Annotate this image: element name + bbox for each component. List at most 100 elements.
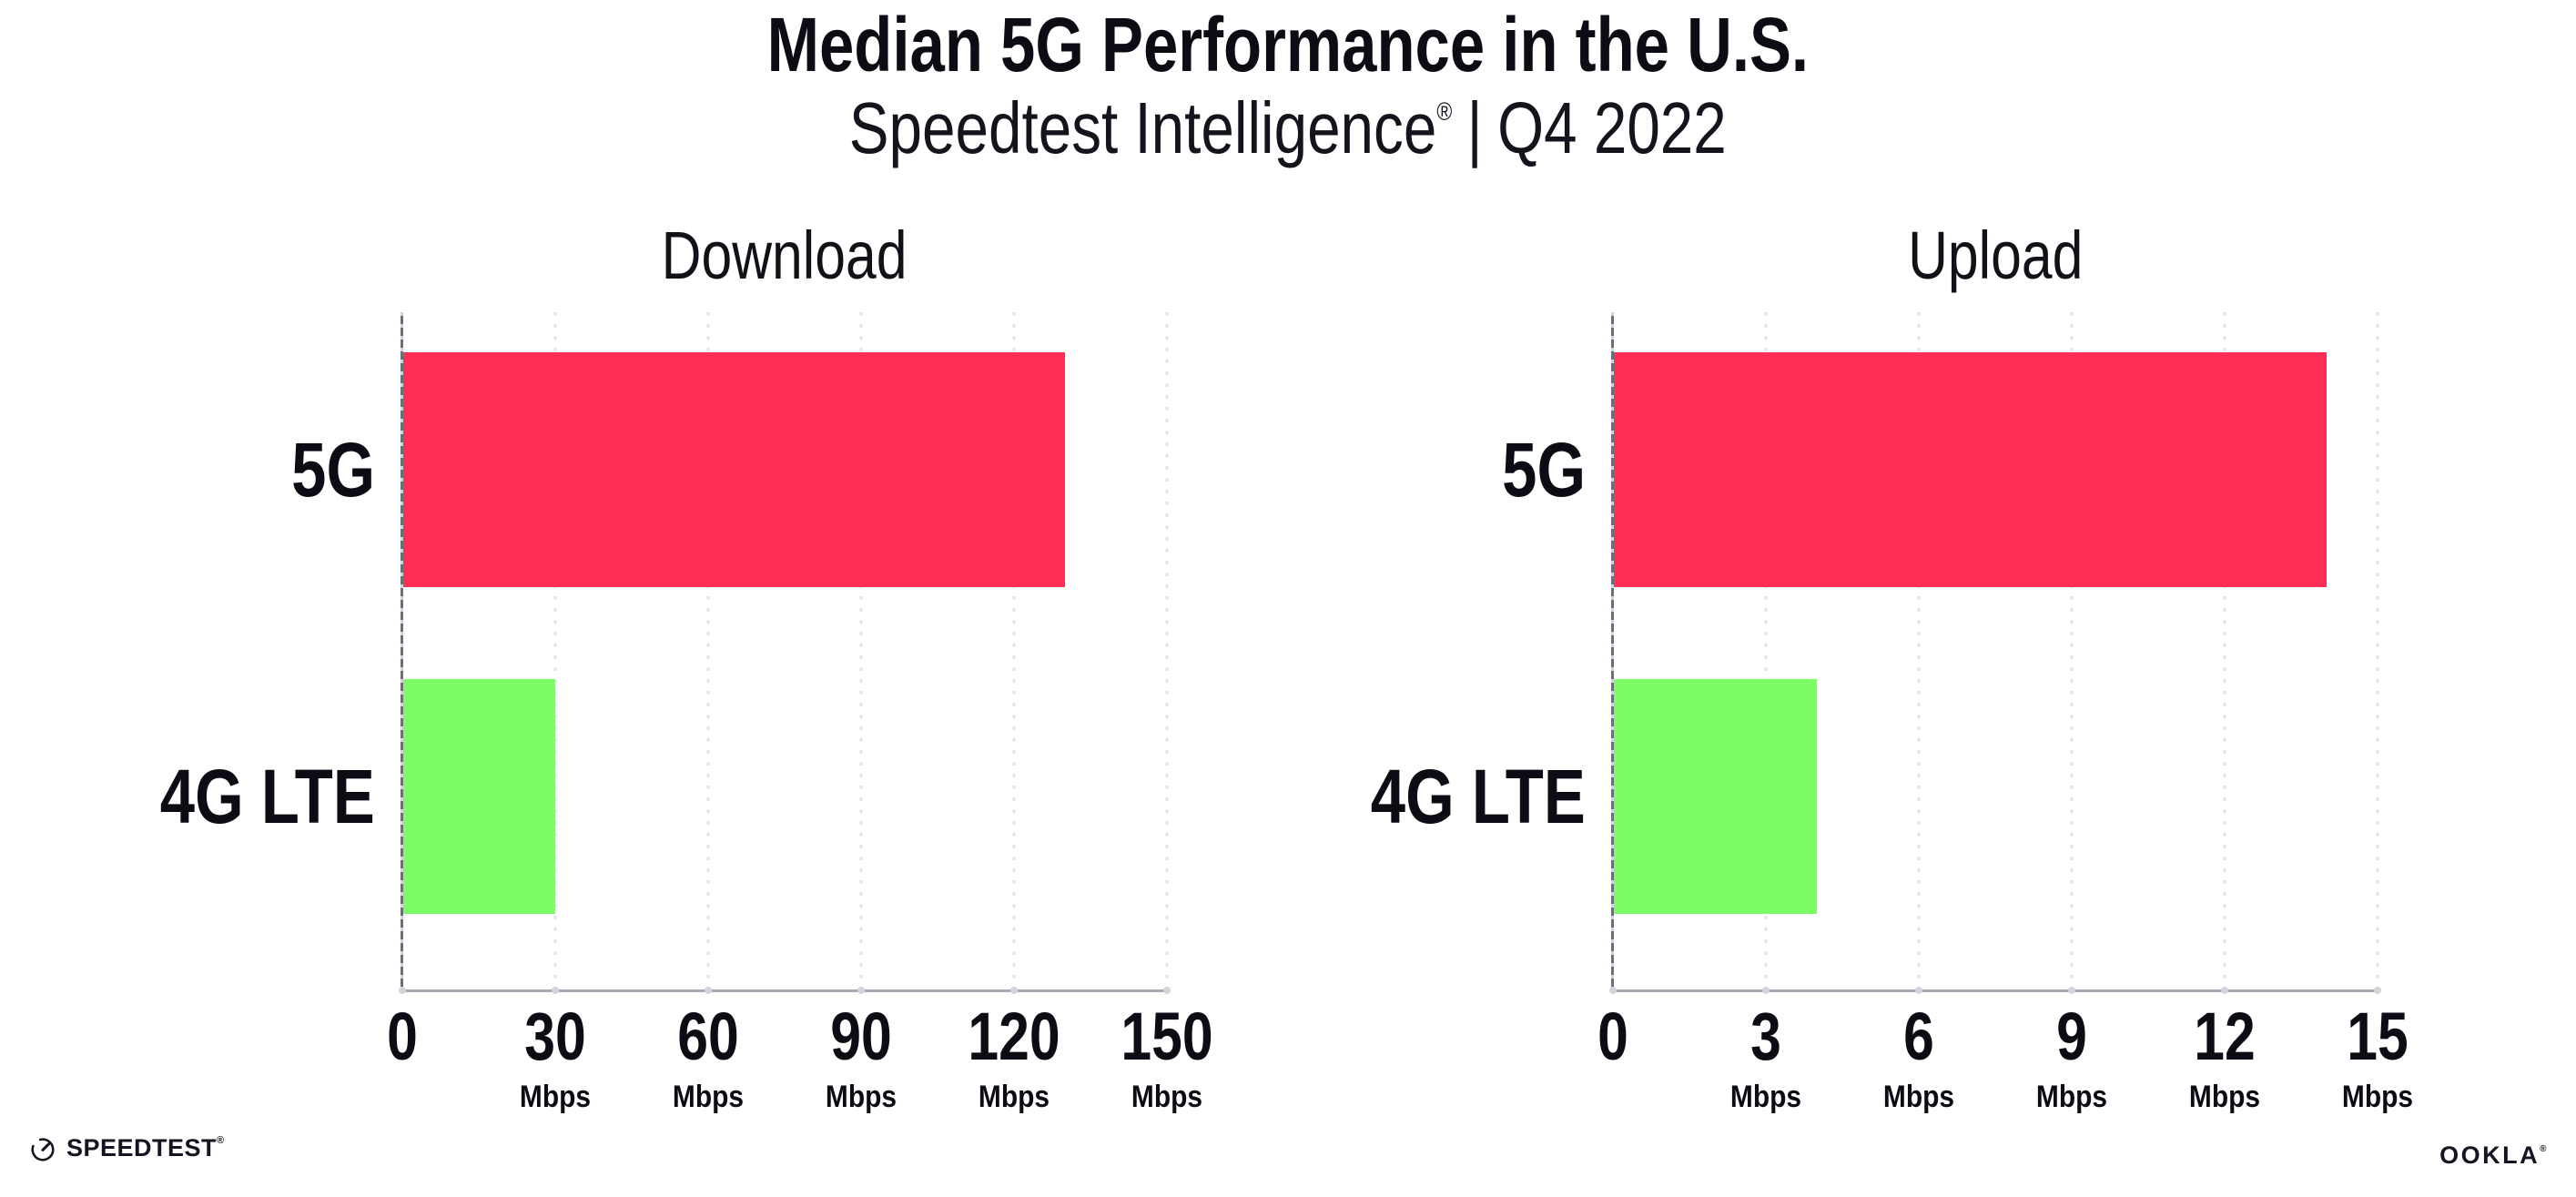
gridline — [2223, 312, 2226, 990]
speedtest-wordmark: SPEEDTEST — [66, 1134, 218, 1161]
x-tick-number: 30 — [524, 999, 586, 1074]
page-title: Median 5G Performance in the U.S. — [0, 2, 2576, 87]
registered-trademark-icon: ® — [1436, 97, 1453, 126]
x-tick-unit: Mbps — [2035, 1080, 2108, 1114]
category-label-5g-text: 5G — [291, 426, 375, 512]
category-label-4g-lte-text: 4G LTE — [159, 753, 375, 839]
category-label-4g-lte: 4G LTE — [1323, 758, 1586, 835]
category-label-5g: 5G — [273, 431, 375, 508]
download-x-axis-labels: 0 30 Mbps 60 Mbps 90 Mbps 120 Mbps 150 M… — [387, 999, 1212, 1167]
gridline — [1012, 312, 1016, 990]
x-tick-mark — [2374, 987, 2381, 994]
speedtest-trademark-icon: ® — [217, 1135, 225, 1146]
x-tick-label: 3 Mbps — [1726, 999, 1807, 1114]
x-tick-unit: Mbps — [1729, 1080, 1802, 1114]
x-tick-number: 120 — [968, 999, 1060, 1074]
x-tick-unit: Mbps — [672, 1080, 745, 1114]
download-chart-title-text: Download — [662, 218, 908, 293]
x-tick-mark — [1762, 987, 1770, 994]
x-tick-unit: Mbps — [519, 1080, 592, 1114]
subtitle-divider: | — [1466, 87, 1483, 168]
page-subtitle: Speedtest Intelligence® | Q4 2022 — [0, 87, 2576, 169]
x-tick-number: 3 — [1750, 999, 1781, 1074]
x-tick-number: 90 — [830, 999, 892, 1074]
x-tick-mark — [1609, 987, 1617, 994]
x-tick-number: 60 — [677, 999, 739, 1074]
speedtest-logo-text: SPEEDTEST® — [66, 1134, 225, 1162]
x-tick-number: 9 — [2056, 999, 2087, 1074]
x-tick-number: 0 — [1597, 999, 1628, 1074]
x-axis-line — [1611, 989, 2379, 992]
speedtest-logo: SPEEDTEST® — [29, 1134, 225, 1162]
y-axis-line — [401, 312, 403, 990]
upload-chart-panel: Upload 5G 4G LTE 0 3 Mbps 6 Mbps — [1347, 218, 2413, 1183]
x-tick-mark — [2221, 987, 2228, 994]
x-tick-mark — [1915, 987, 1922, 994]
gridline — [2070, 312, 2074, 990]
gridline — [706, 312, 710, 990]
y-axis-line — [1611, 312, 1614, 990]
gridline — [1917, 312, 1921, 990]
x-tick-label: 30 Mbps — [515, 999, 596, 1114]
x-tick-mark — [857, 987, 865, 994]
x-tick-label: 150 Mbps — [1111, 999, 1222, 1114]
x-tick-unit: Mbps — [2341, 1080, 2414, 1114]
x-tick-label: 0 — [1594, 1003, 1631, 1070]
download-category-labels: 5G 4G LTE — [137, 312, 402, 990]
download-chart-panel: Download 5G 4G LTE 0 30 Mbps 60 Mbps — [137, 218, 1213, 1183]
gridline — [553, 312, 557, 990]
x-tick-label: 60 Mbps — [668, 999, 749, 1114]
x-tick-mark — [1010, 987, 1018, 994]
x-tick-label: 6 Mbps — [1879, 999, 1960, 1114]
ookla-trademark-icon: ® — [2540, 1144, 2549, 1154]
x-tick-label: 120 Mbps — [958, 999, 1070, 1114]
x-tick-number: 0 — [387, 999, 418, 1074]
bar-4g-lte-download — [402, 679, 555, 914]
x-axis-line — [401, 989, 1169, 992]
bar-5g-upload — [1613, 351, 2327, 587]
download-chart-title: Download — [402, 218, 1167, 293]
bar-4g-lte-upload — [1613, 679, 1817, 914]
speedtest-gauge-icon — [29, 1135, 56, 1162]
x-tick-mark — [552, 987, 559, 994]
x-tick-unit: Mbps — [2188, 1080, 2261, 1114]
x-tick-label: 12 Mbps — [2185, 1003, 2266, 1114]
ookla-wordmark: OOKLA — [2439, 1141, 2541, 1169]
x-tick-number: 150 — [1121, 999, 1213, 1074]
subtitle-inner: Speedtest Intelligence® | Q4 2022 — [849, 87, 1727, 169]
upload-chart-title-text: Upload — [1907, 218, 2084, 293]
x-tick-label: 15 Mbps — [2338, 999, 2419, 1114]
page-title-text: Median 5G Performance in the U.S. — [766, 2, 1810, 87]
ookla-logo: OOKLA® — [2439, 1141, 2549, 1170]
x-tick-label: 90 Mbps — [821, 999, 902, 1114]
x-tick-number: 15 — [2347, 999, 2409, 1074]
x-tick-mark — [1163, 987, 1171, 994]
x-tick-number: 6 — [1903, 999, 1934, 1074]
upload-plot-area — [1609, 312, 2381, 994]
x-tick-mark — [2068, 987, 2075, 994]
bar-5g-download — [402, 351, 1065, 587]
category-label-4g-lte: 4G LTE — [113, 758, 375, 835]
x-tick-unit: Mbps — [825, 1080, 898, 1114]
subtitle-period: Q4 2022 — [1497, 87, 1727, 168]
ookla-logo-text: OOKLA® — [2439, 1141, 2549, 1169]
x-tick-unit: Mbps — [1131, 1080, 1203, 1114]
x-tick-mark — [705, 987, 712, 994]
gridline — [1165, 312, 1169, 990]
x-tick-unit: Mbps — [1882, 1080, 1955, 1114]
upload-x-axis-labels: 0 3 Mbps 6 Mbps 9 Mbps 12 Mbps 15 Mbps — [1597, 999, 2413, 1167]
category-label-5g: 5G — [1484, 431, 1586, 508]
x-tick-label: 9 Mbps — [2032, 999, 2113, 1114]
category-label-4g-lte-text: 4G LTE — [1370, 753, 1586, 839]
x-tick-mark — [399, 987, 406, 994]
category-label-5g-text: 5G — [1502, 426, 1586, 512]
x-tick-unit: Mbps — [978, 1080, 1050, 1114]
download-plot-area — [399, 312, 1171, 994]
upload-chart-title: Upload — [1613, 218, 2378, 293]
gridline — [1764, 312, 1768, 990]
x-tick-label: 0 — [383, 1003, 421, 1070]
gridline — [2376, 312, 2379, 990]
subtitle-brand: Speedtest Intelligence — [849, 87, 1437, 168]
gridline — [859, 312, 863, 990]
